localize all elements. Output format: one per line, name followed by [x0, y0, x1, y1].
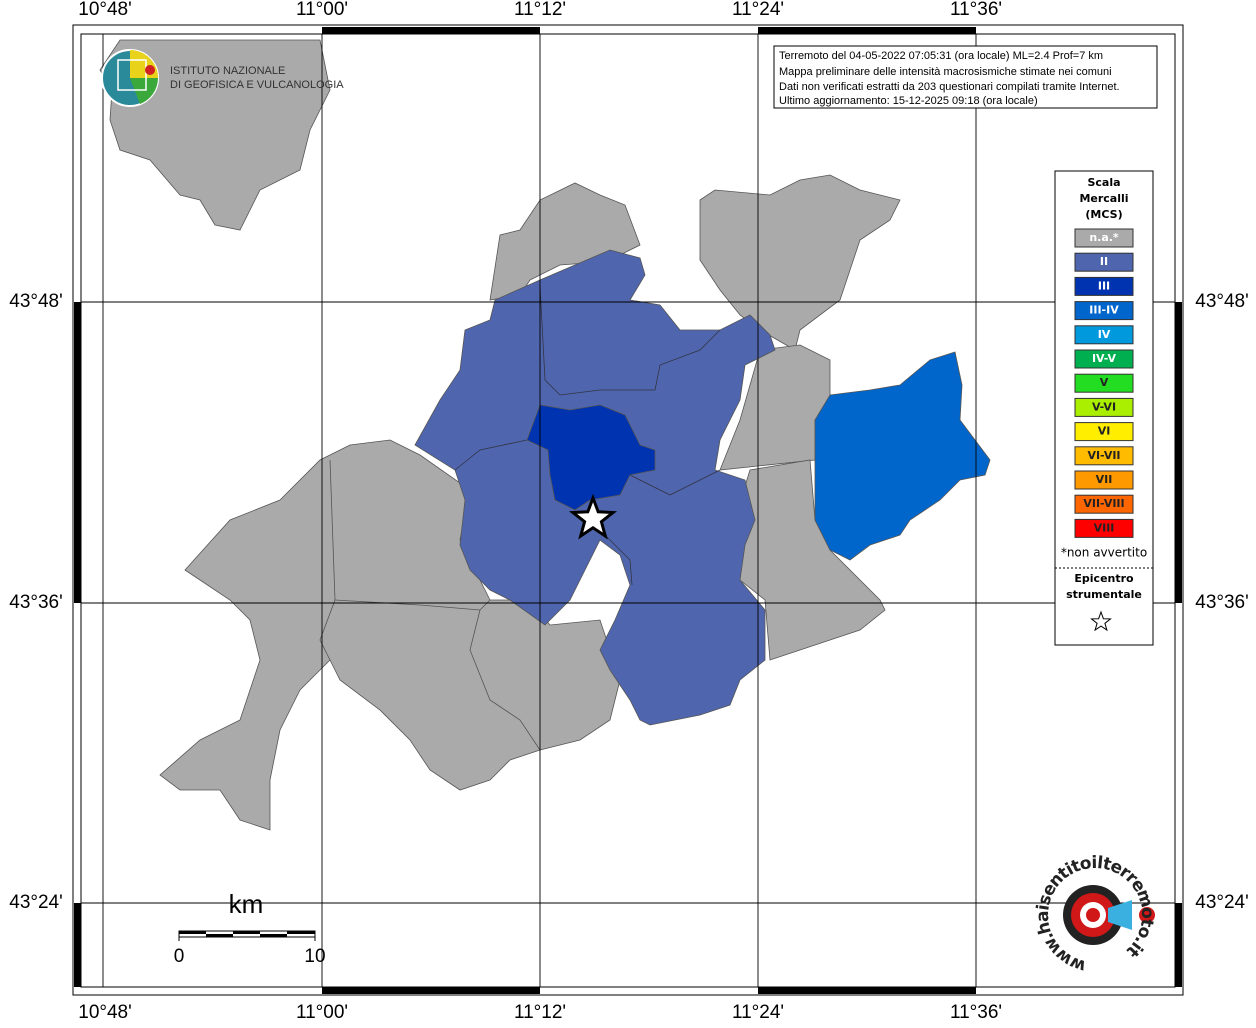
legend-swatch	[1074, 325, 1134, 345]
logo-text: DI GEOFISICA E VULCANOLOGIA	[170, 79, 344, 91]
lat-label: 43°36'	[1195, 592, 1249, 613]
legend-title: (MCS)	[1085, 208, 1122, 221]
region	[159, 439, 621, 831]
legend-star	[1090, 610, 1112, 632]
legend-swatch	[1074, 494, 1134, 514]
legend-swatch	[1074, 373, 1134, 393]
region	[699, 174, 901, 351]
legend: Scala Mercalli (MCS) *non avvertito Epic…	[1054, 170, 1154, 646]
legend-title: Mercalli	[1079, 192, 1128, 205]
region	[814, 351, 991, 561]
legend-swatch	[1074, 397, 1134, 417]
lat-label: 43°24'	[1195, 892, 1249, 913]
legend-label: III	[1098, 279, 1110, 292]
lon-label: 10°48'	[78, 0, 132, 20]
ingv-logo: ISTITUTO NAZIONALE DI GEOFISICA E VULCAN…	[101, 49, 344, 107]
epicenter-label: strumentale	[1066, 588, 1142, 601]
legend-swatch	[1074, 349, 1134, 369]
legend-label: VII-VIII	[1083, 497, 1124, 510]
scale-label: 0	[174, 946, 185, 967]
legend-label: V-VI	[1092, 400, 1116, 413]
boundary	[599, 529, 633, 586]
lat-label: 43°48'	[9, 291, 63, 312]
legend-label: VI-VII	[1087, 449, 1120, 462]
lat-label: 43°36'	[9, 592, 63, 613]
lon-label: 11°12'	[514, 1002, 566, 1023]
legend-swatch	[1074, 228, 1134, 248]
legend-swatch	[1074, 518, 1134, 538]
frame-band	[74, 27, 1182, 994]
legend-label: VI	[1098, 425, 1111, 438]
legend-note: *non avvertito	[1061, 546, 1147, 560]
lon-label: 11°12'	[514, 0, 566, 20]
info-line: Dati non verificati estratti da 203 ques…	[779, 81, 1120, 93]
lat-label: 43°48'	[1195, 291, 1249, 312]
info-box: Terremoto del 04-05-2022 07:05:31 (ora l…	[773, 45, 1158, 109]
region	[99, 39, 331, 231]
scale-bar: km 0 10	[174, 889, 326, 967]
graticule	[81, 34, 1175, 987]
boundary	[629, 469, 721, 496]
info-line: Mappa preliminare delle intensità macros…	[779, 66, 1112, 78]
legend-label: III-IV	[1089, 304, 1119, 317]
boundary	[334, 599, 491, 611]
municipalities	[99, 39, 991, 831]
region	[489, 182, 641, 301]
lon-label: 11°36'	[950, 1002, 1002, 1023]
boundary	[469, 609, 541, 751]
lon-label: 11°00'	[296, 1002, 348, 1023]
boundary	[319, 459, 336, 661]
scale-label: 10	[304, 946, 325, 967]
info-line: Ultimo aggiornamento: 15-12-2025 09:18 (…	[779, 95, 1038, 107]
lon-label: 11°36'	[950, 0, 1002, 20]
info-line: Terremoto del 04-05-2022 07:05:31 (ora l…	[779, 50, 1103, 62]
legend-label: VIII	[1094, 521, 1115, 534]
boundary	[539, 284, 721, 396]
lon-label: 11°24'	[732, 0, 784, 20]
lon-label: 11°24'	[732, 1002, 784, 1023]
logo-text: ISTITUTO NAZIONALE	[170, 65, 285, 77]
coordinate-labels: 10°48' 11°00' 11°12' 11°24' 11°36' 10°48…	[9, 0, 1249, 1023]
lon-label: 11°00'	[296, 0, 348, 20]
legend-swatch	[1074, 301, 1134, 321]
region	[526, 404, 656, 511]
lon-label: 10°48'	[78, 1002, 132, 1023]
epicenter-label: Epicentro	[1074, 572, 1134, 585]
legend-title: Scala	[1087, 176, 1120, 189]
legend-swatch	[1074, 276, 1134, 296]
legend-swatch	[1074, 470, 1134, 490]
legend-label: VII	[1096, 473, 1113, 486]
lat-label: 43°24'	[9, 892, 63, 913]
scale-unit: km	[229, 889, 264, 919]
legend-swatch	[1074, 252, 1134, 272]
region	[724, 459, 886, 661]
legend-label: IV	[1098, 328, 1111, 341]
boundary	[454, 439, 528, 471]
legend-swatch	[1074, 446, 1134, 466]
legend-swatch	[1074, 422, 1134, 442]
legend-label: V	[1100, 376, 1109, 389]
legend-label: II	[1100, 255, 1108, 268]
inner-frame	[80, 33, 1176, 988]
legend-label: IV-V	[1092, 352, 1117, 365]
epicenter-star	[568, 493, 618, 540]
legend-label: n.a.*	[1089, 231, 1119, 244]
